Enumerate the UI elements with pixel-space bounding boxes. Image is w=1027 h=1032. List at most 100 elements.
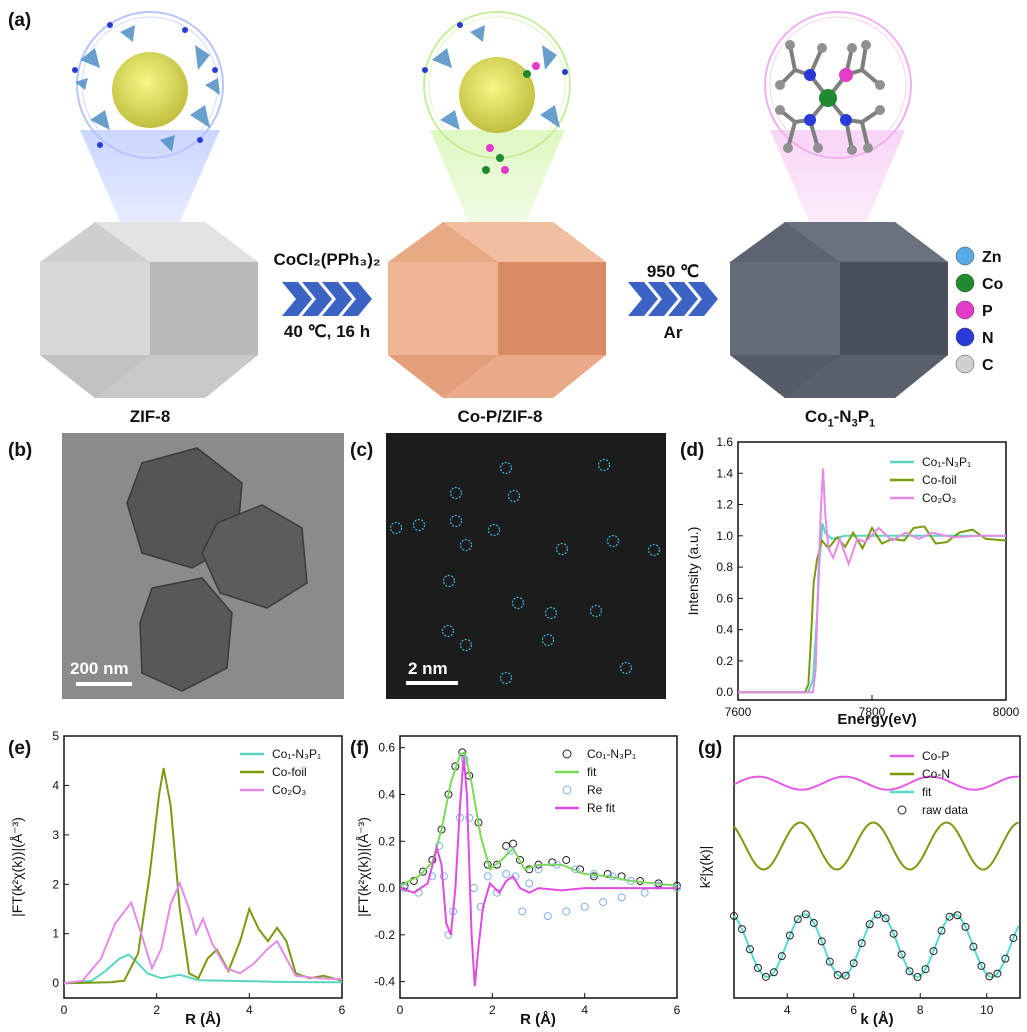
series-marker-3	[921, 965, 930, 974]
reaction-arrow-2	[628, 282, 718, 316]
series-line-3	[399, 757, 677, 987]
single-atom-marker	[499, 461, 513, 475]
panel-label-a: (a)	[8, 10, 32, 31]
series-line-0	[738, 523, 1006, 694]
y-tick-label: 0.0	[716, 685, 733, 699]
series-marker-3	[769, 968, 778, 977]
series-marker-3	[809, 918, 818, 927]
series-marker-2	[552, 860, 561, 869]
reaction-arrow-1	[282, 282, 372, 316]
single-atom-marker	[499, 671, 513, 685]
series-marker-3	[745, 945, 754, 954]
plot-frame	[399, 735, 678, 999]
legend-label: Co₁-N₃P₁	[272, 747, 321, 761]
x-tick-label: 10	[980, 1003, 994, 1017]
single-atom-marker	[511, 596, 525, 610]
panel-label-f: (f)	[350, 738, 369, 759]
series-marker-2	[506, 846, 515, 855]
series-marker-2	[617, 893, 626, 902]
y-tick-label: -0.4	[374, 975, 395, 989]
series-marker-3	[1009, 934, 1018, 943]
legend-n-label: N	[982, 330, 994, 347]
series-marker-0	[509, 839, 518, 848]
series-marker-3	[785, 931, 794, 940]
series-marker-0	[603, 870, 612, 879]
x-axis-label: Energy(eV)	[837, 711, 916, 728]
series-marker-3	[865, 920, 874, 929]
series-marker-2	[571, 865, 580, 874]
x-axis-label: R (Å)	[185, 1011, 221, 1028]
co1-polyhedron	[730, 222, 948, 398]
x-tick-label: 8	[917, 1003, 924, 1017]
series-marker-3	[841, 971, 850, 980]
single-atom-marker	[507, 489, 521, 503]
series-marker-3	[985, 972, 994, 981]
x-tick-label: 7600	[725, 705, 752, 719]
series-marker-0	[492, 860, 501, 869]
cop-zif8-label: Co-P/ZIF-8	[457, 407, 543, 426]
series-marker-2	[525, 879, 534, 888]
series-marker-3	[905, 967, 914, 976]
series-marker-3	[1001, 954, 1010, 963]
single-atom-marker	[597, 458, 611, 472]
zif8-zoom-bubble	[72, 11, 224, 290]
panel-label-c: (c)	[350, 440, 374, 461]
series-marker-3	[777, 952, 786, 961]
plot-frame	[63, 735, 343, 999]
series-marker-0	[458, 748, 467, 757]
schematic-svg: Zn Co PNC	[40, 11, 1004, 398]
single-atom-marker	[441, 624, 455, 638]
series-marker-3	[953, 911, 962, 920]
series-line-1	[63, 767, 343, 985]
series-line-2	[63, 880, 343, 985]
single-atom-marker	[459, 638, 473, 652]
series-marker-3	[881, 914, 890, 923]
fit-ft-chart: 0 2 4 6 -0.4 -0.2 0.0 0.2 0.4 0.6 Co₁-N₃P₁ fit Re Re …	[355, 735, 681, 1028]
legend-label: raw data	[922, 803, 968, 817]
series-marker-3	[753, 963, 762, 972]
series-line-0	[63, 953, 342, 985]
y-axis-label: Intensity (a.u.)	[685, 527, 701, 616]
series-marker-2	[580, 902, 589, 911]
tem-image: 200 nm	[62, 433, 344, 699]
series-marker-2	[562, 907, 571, 916]
single-atom-marker	[647, 543, 661, 557]
series-line-1	[733, 821, 1020, 871]
y-tick-label: 1.6	[716, 435, 733, 449]
series-marker-0	[502, 841, 511, 850]
single-atom-marker	[459, 538, 473, 552]
y-tick-label: 0.0	[378, 881, 395, 895]
single-atom-marker	[412, 518, 426, 532]
plot-frame	[737, 441, 1007, 701]
x-tick-label: 8000	[993, 705, 1020, 719]
series-line-0	[733, 775, 1019, 791]
panel-label-d: (d)	[680, 440, 705, 461]
legend-n-swatch	[955, 327, 975, 347]
series-marker-3	[857, 939, 866, 948]
y-tick-label: 0.2	[378, 834, 395, 848]
legend-label: Co₁-N₃P₁	[587, 747, 636, 761]
series-marker-0	[516, 855, 525, 864]
y-tick-label: 0.4	[378, 787, 395, 801]
legend-marker	[897, 805, 907, 815]
series-marker-2	[439, 872, 448, 881]
series-line-1	[738, 525, 1007, 694]
single-atom-marker	[442, 574, 456, 588]
legend-zn-swatch	[955, 246, 975, 266]
series-marker-2	[589, 870, 598, 879]
legend-label: Co-N	[922, 767, 950, 781]
y-axis-label: k²|χ(k)|	[697, 846, 713, 889]
haadf-image: 2 nm	[386, 433, 666, 699]
legend-c-label: C	[982, 357, 994, 374]
series-marker-2	[435, 841, 444, 850]
y-tick-label: 0	[52, 976, 59, 990]
series-marker-3	[737, 925, 746, 934]
series-marker-0	[548, 858, 557, 867]
haadf-scalebar-label: 2 nm	[408, 659, 448, 678]
series-marker-2	[534, 865, 543, 874]
legend-co-label: Co	[982, 276, 1004, 293]
x-tick-label: 6	[674, 1003, 681, 1017]
series-marker-3	[977, 961, 986, 970]
series-line-2	[738, 468, 1006, 694]
series-marker-3	[817, 937, 826, 946]
